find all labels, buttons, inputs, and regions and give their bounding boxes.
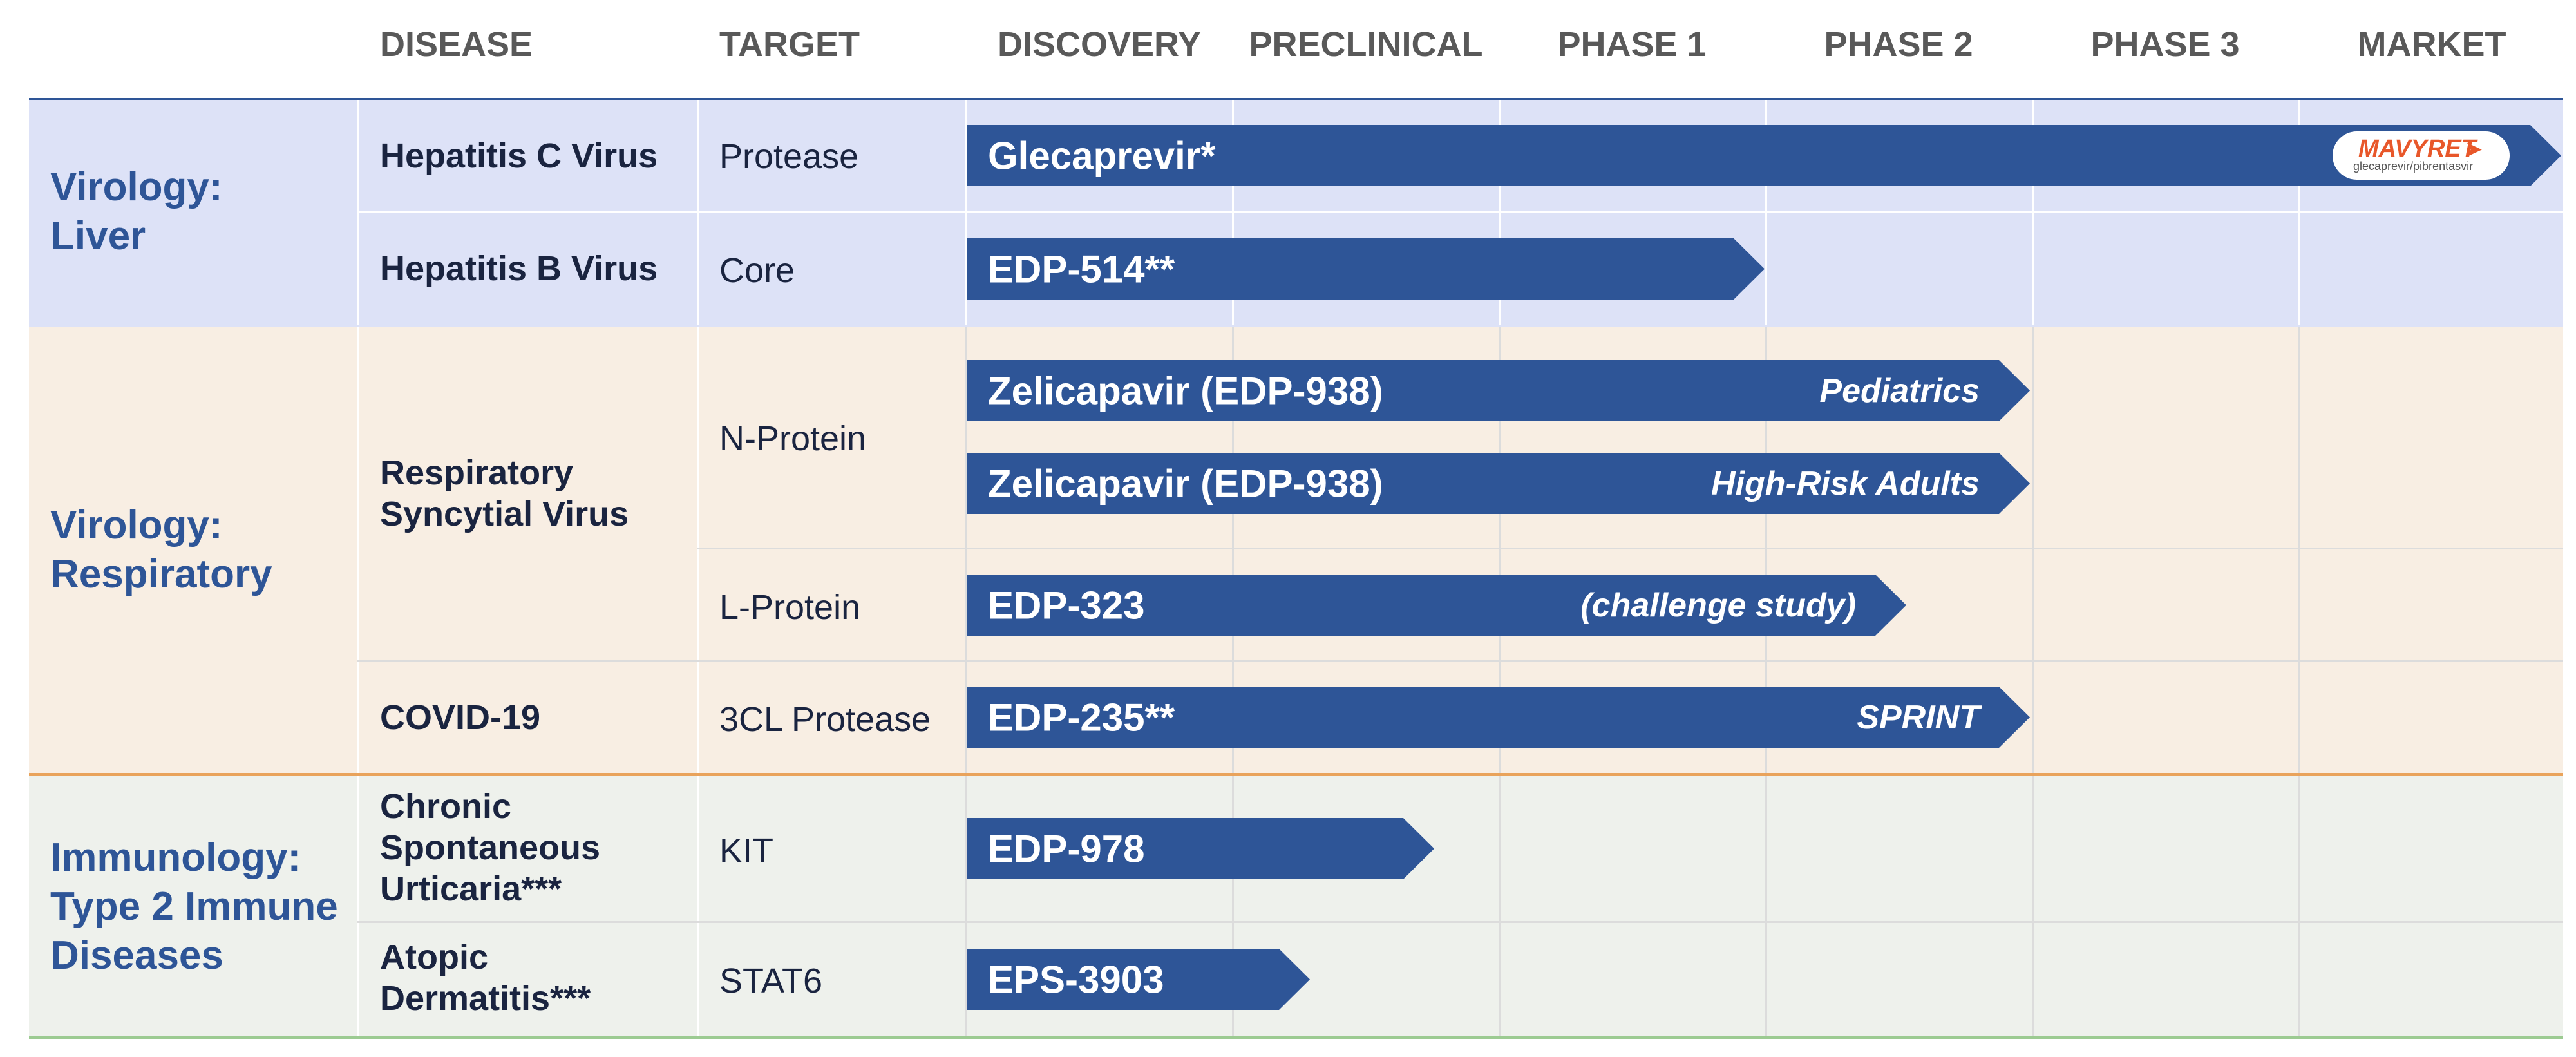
grid-line xyxy=(1232,327,1234,773)
group-label-respiratory: Virology: Respiratory xyxy=(50,503,272,596)
target-core: Core xyxy=(719,251,795,290)
disease-covid-19: COVID-19 xyxy=(380,698,541,737)
program-arrow-edp-235: EDP-235** SPRINT xyxy=(967,687,2030,748)
grid-line xyxy=(1765,327,1767,773)
header-disease: DISEASE xyxy=(380,25,533,64)
grid-line xyxy=(697,327,699,773)
grid-line xyxy=(697,548,2563,549)
program-name: EDP-978 xyxy=(988,827,1145,870)
grid-line xyxy=(2298,776,2300,1036)
program-note: Pediatrics xyxy=(1819,372,1980,410)
program-name: EPS-3903 xyxy=(988,958,1164,1001)
target-l-protein: L-Protein xyxy=(719,588,861,627)
grid-line xyxy=(1232,100,1234,325)
grid-line xyxy=(965,776,967,1036)
grid-line xyxy=(1765,776,1767,1036)
grid-line xyxy=(1499,100,1501,325)
disease-chronic-urticaria: Chronic Spontaneous Urticaria*** xyxy=(380,787,601,908)
header-discovery: DISCOVERY xyxy=(997,25,1202,64)
header-phase-3: PHASE 3 xyxy=(2090,25,2240,64)
grid-line xyxy=(965,100,967,325)
grid-line xyxy=(2298,100,2300,325)
disease-atopic-dermatitis: Atopic Dermatitis*** xyxy=(380,938,591,1018)
target-kit: KIT xyxy=(719,832,774,870)
header-market: MARKET xyxy=(2357,25,2506,64)
group-label-liver: Virology: Liver xyxy=(50,165,223,258)
group-label-immunology: Immunology: Type 2 Immune Diseases xyxy=(50,835,338,978)
target-stat6: STAT6 xyxy=(719,962,823,1000)
program-note: SPRINT xyxy=(1857,698,1980,736)
arrow-icon: ➤ xyxy=(2465,137,2483,162)
grid-line xyxy=(2298,327,2300,773)
program-arrow-zelicapavir-adults: Zelicapavir (EDP-938) High-Risk Adults xyxy=(967,453,2030,514)
program-arrow-glecaprevir: Glecaprevir* MAVYRET ➤ glecaprevir/pibre… xyxy=(967,125,2561,186)
header-phase-1: PHASE 1 xyxy=(1557,25,1707,64)
header-phase-2: PHASE 2 xyxy=(1824,25,1973,64)
grid-line xyxy=(357,327,359,773)
program-arrow-edp-514: EDP-514** xyxy=(967,238,1765,300)
target-protease: Protease xyxy=(719,137,859,176)
grid-line xyxy=(965,327,967,773)
header-preclinical: PRECLINICAL xyxy=(1249,25,1483,64)
grid-line xyxy=(1765,100,1767,325)
grid-line xyxy=(357,100,359,325)
disease-rsv: Respiratory Syncytial Virus xyxy=(380,453,629,533)
grid-line xyxy=(357,211,2563,213)
program-arrow-zelicapavir-pediatrics: Zelicapavir (EDP-938) Pediatrics xyxy=(967,360,2030,421)
program-arrow-eps-3903: EPS-3903 xyxy=(967,949,1310,1010)
grid-line xyxy=(1499,776,1501,1036)
program-arrow-edp-323: EDP-323 (challenge study) xyxy=(967,575,1906,636)
logo-brand: MAVYRET xyxy=(2358,135,2476,162)
program-name: Glecaprevir* xyxy=(988,134,1216,177)
target-n-protein: N-Protein xyxy=(719,419,867,458)
grid-line xyxy=(357,660,2563,662)
logo-subtitle: glecaprevir/pibrentasvir xyxy=(2353,160,2474,173)
program-note: High-Risk Adults xyxy=(1711,464,1980,502)
mavyret-logo: MAVYRET ➤ glecaprevir/pibrentasvir xyxy=(2333,131,2510,180)
header-target: TARGET xyxy=(719,25,860,64)
grid-line xyxy=(1232,776,1234,1036)
grid-line xyxy=(697,776,699,1036)
grid-line xyxy=(1499,327,1501,773)
program-name: EDP-514** xyxy=(988,247,1175,290)
target-3cl-protease: 3CL Protease xyxy=(719,700,931,739)
program-name: Zelicapavir (EDP-938) xyxy=(988,369,1383,412)
program-note: (challenge study) xyxy=(1580,586,1856,624)
program-name: EDP-235** xyxy=(988,696,1175,739)
grid-line xyxy=(2032,327,2034,773)
grid-line xyxy=(2032,776,2034,1036)
program-name: Zelicapavir (EDP-938) xyxy=(988,462,1383,505)
grid-line xyxy=(697,100,699,325)
program-arrow-edp-978: EDP-978 xyxy=(967,818,1434,879)
disease-hepatitis-b: Hepatitis B Virus xyxy=(380,249,658,288)
program-name: EDP-323 xyxy=(988,584,1145,627)
disease-hepatitis-c: Hepatitis C Virus xyxy=(380,137,658,175)
grid-line xyxy=(357,776,359,1036)
grid-line xyxy=(357,921,2563,923)
grid-line xyxy=(2032,100,2034,325)
